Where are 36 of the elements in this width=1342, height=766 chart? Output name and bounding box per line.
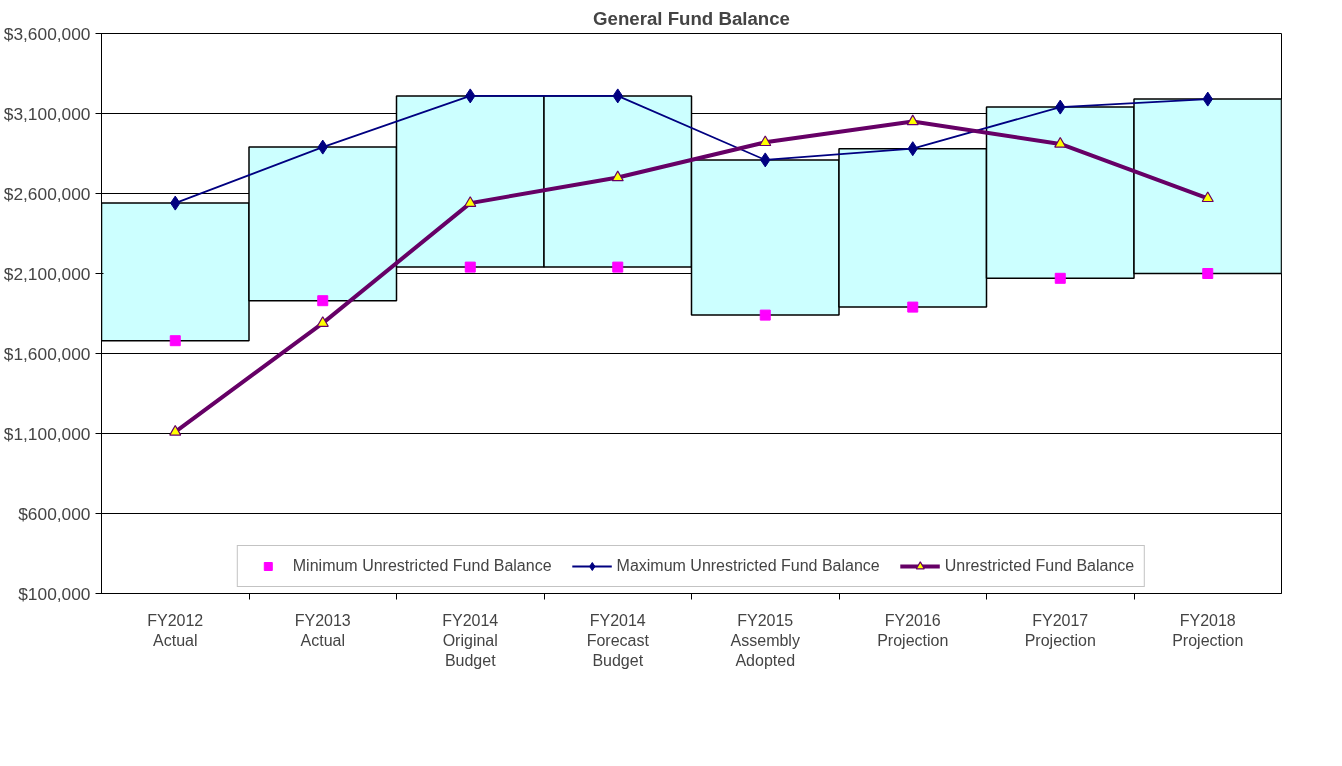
chart-title: General Fund Balance bbox=[593, 7, 790, 29]
point bbox=[1201, 191, 1214, 203]
y-tick-label: $1,100,000 bbox=[3, 423, 91, 444]
y-tick-label: $600,000 bbox=[18, 503, 91, 524]
x-tick-label: FY2018 Projection bbox=[1172, 611, 1244, 649]
x-tick-label: FY2012 Actual bbox=[147, 611, 204, 649]
point bbox=[169, 424, 182, 436]
point bbox=[612, 261, 624, 273]
y-tick-label: $100,000 bbox=[18, 583, 91, 604]
x-tick-label: FY2014 Forecast Budget bbox=[586, 611, 650, 670]
point bbox=[759, 309, 771, 321]
x-tick-label: FY2017 Projection bbox=[1024, 611, 1096, 649]
point bbox=[169, 335, 181, 347]
y-tick-label: $2,100,000 bbox=[3, 263, 91, 284]
x-tick-label: FY2013 Actual bbox=[294, 611, 351, 649]
y-tick-label: $3,100,000 bbox=[3, 103, 91, 124]
point bbox=[464, 261, 476, 273]
point bbox=[611, 170, 624, 182]
y-tick-label: $3,600,000 bbox=[3, 23, 91, 44]
point bbox=[906, 114, 919, 126]
point bbox=[316, 316, 329, 327]
legend-label: Maximum Unrestricted Fund Balance bbox=[616, 557, 880, 575]
x-tick-label: FY2015 Assembly Adopted bbox=[730, 611, 800, 670]
point bbox=[1054, 272, 1066, 284]
point bbox=[759, 135, 772, 147]
point bbox=[907, 301, 919, 313]
point bbox=[464, 196, 477, 207]
x-tick-label: FY2016 Projection bbox=[877, 611, 949, 649]
legend-label: Minimum Unrestricted Fund Balance bbox=[292, 557, 552, 575]
point bbox=[1054, 136, 1067, 148]
legend-label: Unrestricted Fund Balance bbox=[944, 557, 1135, 575]
point bbox=[1202, 268, 1214, 279]
y-tick-label: $2,600,000 bbox=[3, 183, 91, 204]
y-tick-label: $1,600,000 bbox=[3, 343, 91, 364]
x-tick-label: FY2014 Original Budget bbox=[442, 611, 499, 670]
point bbox=[317, 295, 329, 307]
